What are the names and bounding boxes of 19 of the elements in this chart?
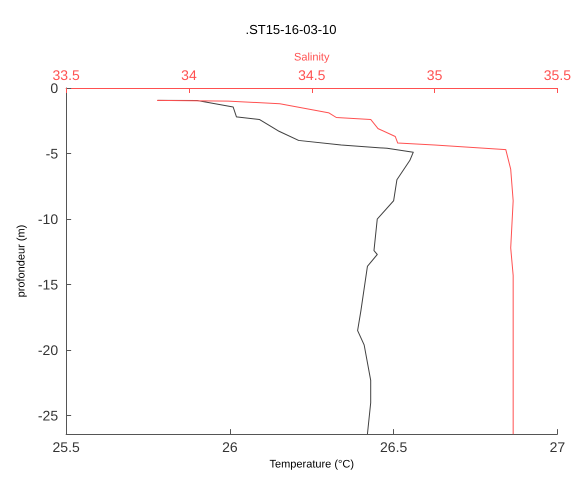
x2-tick-label: 35: [426, 67, 443, 83]
x2-tick-label: 35.5: [544, 67, 572, 83]
y-tick-label: -15: [38, 276, 58, 293]
chart-title: .ST15-16-03-10: [245, 22, 337, 37]
x2-axis-title: Salinity: [294, 52, 330, 64]
x2-tick-label: 34.5: [298, 67, 326, 83]
x2-tick-label: 34: [181, 67, 197, 83]
x-tick-label: 26: [222, 439, 238, 456]
x2-tick-label: 33.5: [52, 67, 80, 83]
y-axis-title: profondeur (m): [16, 224, 28, 298]
y-tick-label: -10: [38, 211, 58, 228]
x-tick-label: 26.5: [380, 439, 408, 456]
x-axis-title: Temperature (°C): [270, 458, 354, 470]
y-tick-label: -20: [38, 342, 58, 358]
y-tick-label: 0: [50, 80, 58, 96]
x-tick-label: 25.5: [52, 439, 80, 456]
y-tick-label: -5: [46, 146, 58, 162]
x-tick-label: 27: [550, 439, 566, 456]
y-tick-label: -25: [38, 408, 58, 424]
